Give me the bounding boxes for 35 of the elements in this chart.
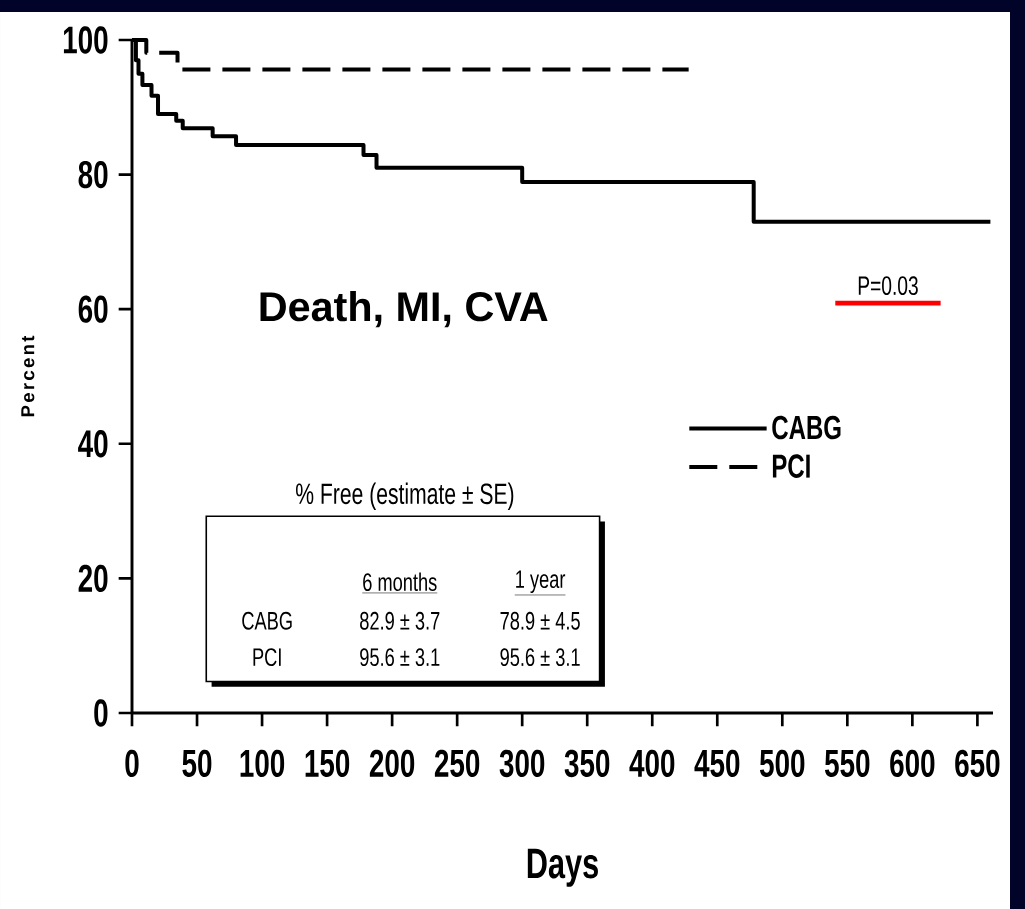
y-tick-label: 40 bbox=[78, 430, 108, 458]
x-tick-label: 500 bbox=[759, 749, 805, 778]
x-tick-label: 300 bbox=[499, 749, 545, 778]
annotation: % Free (estimate ± SE) bbox=[296, 482, 514, 510]
annotation: Death, MI, CVA bbox=[260, 290, 548, 328]
x-tick-label: 50 bbox=[182, 749, 212, 778]
y-axis-title: Percent bbox=[21, 335, 35, 417]
annotation: 82.9 ± 3.7 bbox=[360, 611, 440, 630]
x-tick-label: 0 bbox=[125, 749, 139, 778]
x-tick-label: 150 bbox=[305, 749, 350, 778]
y-tick-label: 80 bbox=[78, 160, 108, 189]
x-tick-label: 200 bbox=[369, 749, 415, 778]
x-tick-label: 650 bbox=[955, 749, 1000, 778]
y-tick-label: 60 bbox=[78, 295, 108, 323]
y-tick-label: 0 bbox=[94, 699, 108, 727]
annotation: CABG bbox=[242, 611, 292, 630]
annotation: 78.9 ± 4.5 bbox=[500, 611, 580, 630]
annotation: PCI bbox=[253, 648, 281, 667]
x-axis-title: Days bbox=[527, 848, 598, 887]
annotation: 6 months bbox=[363, 572, 437, 592]
x-tick-label: 600 bbox=[890, 749, 935, 778]
legend-label: CABG bbox=[772, 415, 841, 440]
x-tick-label: 550 bbox=[824, 749, 870, 778]
annotation: 95.6 ± 3.1 bbox=[500, 648, 580, 667]
x-tick-label: 250 bbox=[434, 749, 480, 778]
annotation: 95.6 ± 3.1 bbox=[360, 648, 440, 667]
annotation: 1 year bbox=[516, 570, 566, 594]
annotation: P=0.03 bbox=[858, 276, 918, 296]
y-tick-label: 20 bbox=[78, 564, 108, 593]
legend-label: PCI bbox=[772, 454, 810, 478]
x-tick-label: 400 bbox=[629, 749, 675, 778]
x-tick-label: 350 bbox=[564, 749, 610, 778]
x-tick-label: 100 bbox=[240, 749, 285, 778]
x-tick-label: 450 bbox=[694, 749, 740, 778]
y-tick-label: 100 bbox=[63, 26, 108, 54]
